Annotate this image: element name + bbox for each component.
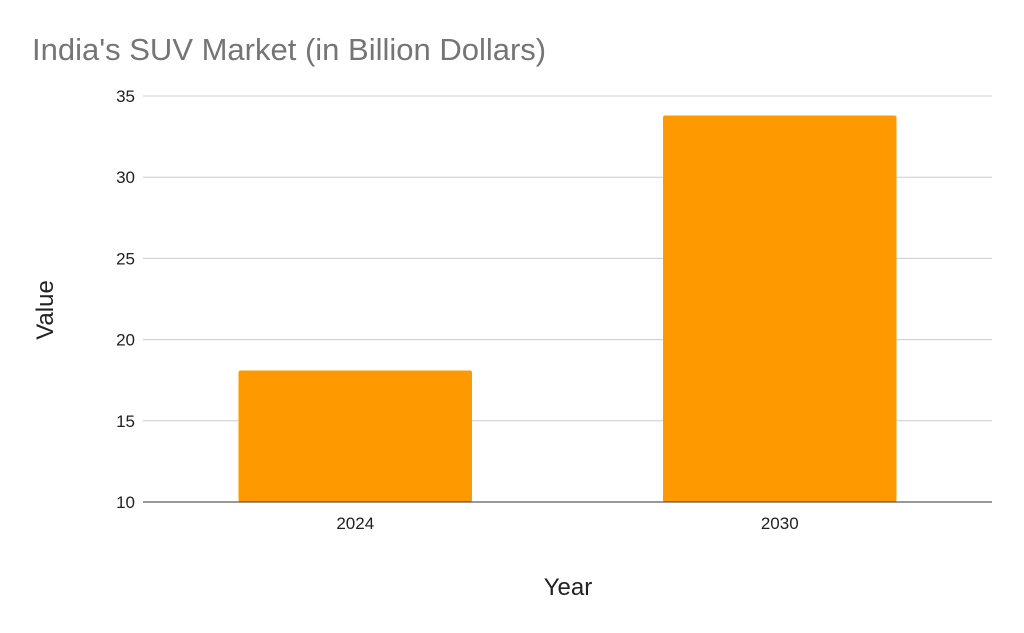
- y-tick-label: 25: [116, 249, 135, 268]
- chart-title: India's SUV Market (in Billion Dollars): [32, 32, 546, 67]
- bar-2030: [663, 115, 897, 502]
- y-axis-ticks: 10 15 20 25 30 35: [116, 87, 135, 512]
- x-axis-ticks: 2024 2030: [336, 514, 798, 533]
- x-tick-label: 2030: [761, 514, 799, 533]
- x-axis-title: Year: [544, 574, 593, 601]
- x-tick-label: 2024: [336, 514, 374, 533]
- bars: [238, 115, 897, 502]
- bar-2024: [238, 370, 472, 502]
- y-tick-label: 15: [116, 412, 135, 431]
- y-tick-label: 35: [116, 87, 135, 106]
- y-tick-label: 20: [116, 331, 135, 350]
- y-tick-label: 10: [116, 493, 135, 512]
- y-tick-label: 30: [116, 168, 135, 187]
- y-axis-title: Value: [32, 280, 59, 340]
